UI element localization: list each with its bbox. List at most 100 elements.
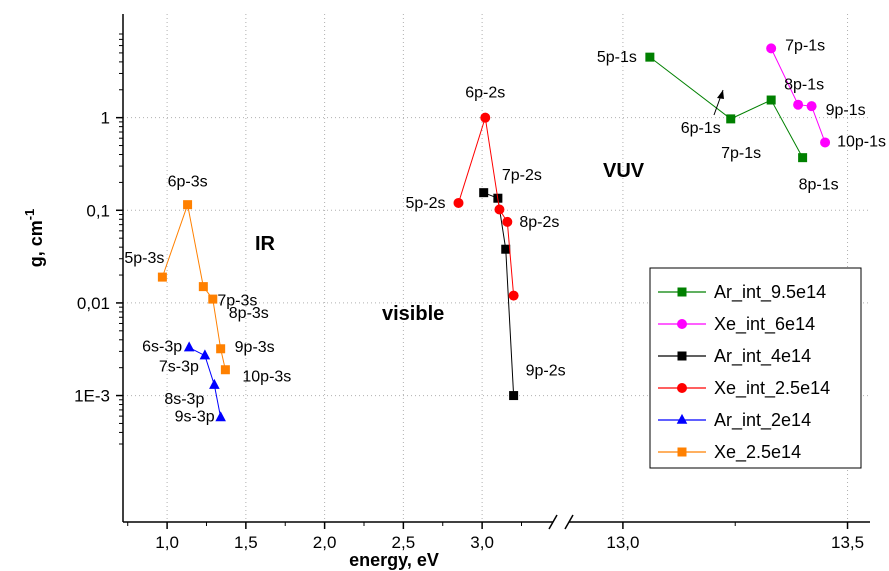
legend-label: Ar_int_4e14 [714, 346, 811, 367]
grid [123, 14, 870, 522]
y-axis-title-sup: -1 [22, 209, 37, 221]
y-tick-label: 0,1 [86, 201, 110, 220]
legend-item: Ar_int_2e14 [658, 410, 811, 431]
axis-break-mark [548, 514, 558, 530]
legend-label: Xe_int_6e14 [714, 314, 815, 335]
data-point-square [677, 447, 687, 457]
point-label: 8p-3s [229, 305, 269, 322]
series-line [649, 56, 804, 158]
series [157, 43, 831, 422]
data-point-square [198, 282, 208, 292]
data-point-circle [820, 137, 831, 148]
point-label: 8s-3p [164, 391, 204, 408]
y-axis-title-main: g, cm [26, 220, 46, 267]
y-axis-title: g, cm-1 [22, 209, 46, 268]
point-label: 7p-1s [785, 37, 825, 54]
legend-box [649, 267, 862, 469]
data-point-square [220, 365, 230, 375]
x-tick-label: 13,0 [606, 533, 639, 552]
point-label: 6s-3p [142, 339, 182, 356]
axis-titles: energy, eV g, cm-1 [22, 209, 439, 570]
data-point-square [501, 244, 511, 254]
point-label: 9p-1s [826, 102, 866, 119]
data-point-triangle [183, 341, 195, 352]
point-label: 8p-2s [519, 214, 559, 231]
region-label-vuv: VUV [603, 160, 645, 182]
data-point-circle [494, 204, 505, 215]
data-point-square [208, 294, 218, 304]
point-label: 5p-1s [597, 49, 637, 66]
data-point-square [766, 95, 776, 105]
point-label: 7p-2s [502, 167, 542, 184]
series-line [188, 347, 222, 418]
ticks: 1,0 1,5 2,0 2,5 3,0 13,0 13,5 1E-3 0,01 0,1 1 [74, 33, 864, 552]
point-label: 5p-2s [405, 195, 445, 212]
series-Xe_int_6e14 [766, 43, 831, 148]
series-line [483, 192, 515, 396]
data-point-circle [793, 99, 804, 110]
x-tick-label: 1,5 [234, 533, 258, 552]
legend: Ar_int_9.5e14 Xe_int_6e14 Ar_int_4e14 Xe_in… [649, 267, 862, 469]
region-label-ir: IR [255, 233, 276, 255]
data-point-circle [677, 319, 687, 329]
series-Xe_2.5e14 [157, 200, 230, 375]
x-tick-label: 3,0 [470, 533, 494, 552]
point-label: 8p-1s [799, 177, 839, 194]
y-tick-label: 0,01 [77, 294, 110, 313]
point-label: 7p-3s [217, 293, 257, 310]
legend-label: Xe_int_2.5e14 [714, 378, 830, 399]
x-tick-label: 2,0 [313, 533, 337, 552]
legend-item: Ar_int_4e14 [658, 346, 811, 367]
data-point-triangle [215, 411, 226, 422]
point-label: 8p-1s [784, 77, 824, 94]
data-point-square [726, 114, 736, 124]
point-label: 9s-3p [175, 408, 215, 425]
y-tick-label: 1 [101, 109, 110, 128]
series-line [770, 48, 826, 143]
axis-break-mark [564, 514, 574, 530]
data-point-square [157, 272, 167, 282]
point-label: 9p-2s [526, 363, 566, 380]
data-point-triangle [199, 349, 211, 360]
axes [122, 14, 870, 530]
data-point-circle [806, 101, 817, 112]
legend-label: Ar_int_2e14 [714, 410, 811, 431]
point-label: 5p-3s [124, 250, 164, 267]
annotation-arrowhead [717, 90, 724, 99]
region-label-visible: visible [382, 303, 444, 325]
series-Xe_int_2.5e14 [453, 112, 519, 301]
data-point-triangle [676, 413, 688, 424]
point-label: 7s-3p [159, 359, 199, 376]
data-point-circle [677, 383, 687, 393]
point-label: 10p-3s [242, 369, 291, 386]
point-label: 6p-3s [168, 174, 208, 191]
data-point-circle [502, 216, 513, 227]
point-label: 10p-1s [837, 133, 886, 150]
series-Ar_int_2e14 [183, 341, 226, 422]
data-point-circle [766, 43, 777, 54]
point-label: 9p-3s [235, 339, 275, 356]
point-label: 6p-1s [681, 120, 721, 137]
point-labels: 5p-1s6p-1s7p-1s8p-1s7p-1s8p-1s9p-1s10p-1… [124, 37, 886, 425]
data-point-square [183, 200, 193, 210]
data-point-circle [480, 112, 491, 123]
x-tick-label: 1,0 [155, 533, 179, 552]
series-Ar_int_9.5e14 [645, 52, 808, 163]
legend-label: Ar_int_9.5e14 [714, 282, 826, 303]
data-point-square [677, 351, 687, 361]
data-point-square [509, 391, 519, 401]
data-point-square [677, 287, 687, 297]
x-tick-label: 13,5 [831, 533, 864, 552]
data-point-circle [508, 290, 519, 301]
data-point-square [216, 344, 226, 354]
data-point-square [798, 153, 808, 163]
y-tick-label: 1E-3 [74, 387, 110, 406]
legend-item: Ar_int_9.5e14 [658, 282, 826, 303]
data-point-square [479, 188, 489, 198]
legend-item: Xe_2.5e14 [658, 442, 801, 463]
annotations: IR visible VUV [255, 89, 724, 325]
data-point-triangle [209, 378, 220, 389]
legend-item: Xe_int_2.5e14 [658, 378, 830, 399]
x-tick-label: 2,5 [392, 533, 416, 552]
